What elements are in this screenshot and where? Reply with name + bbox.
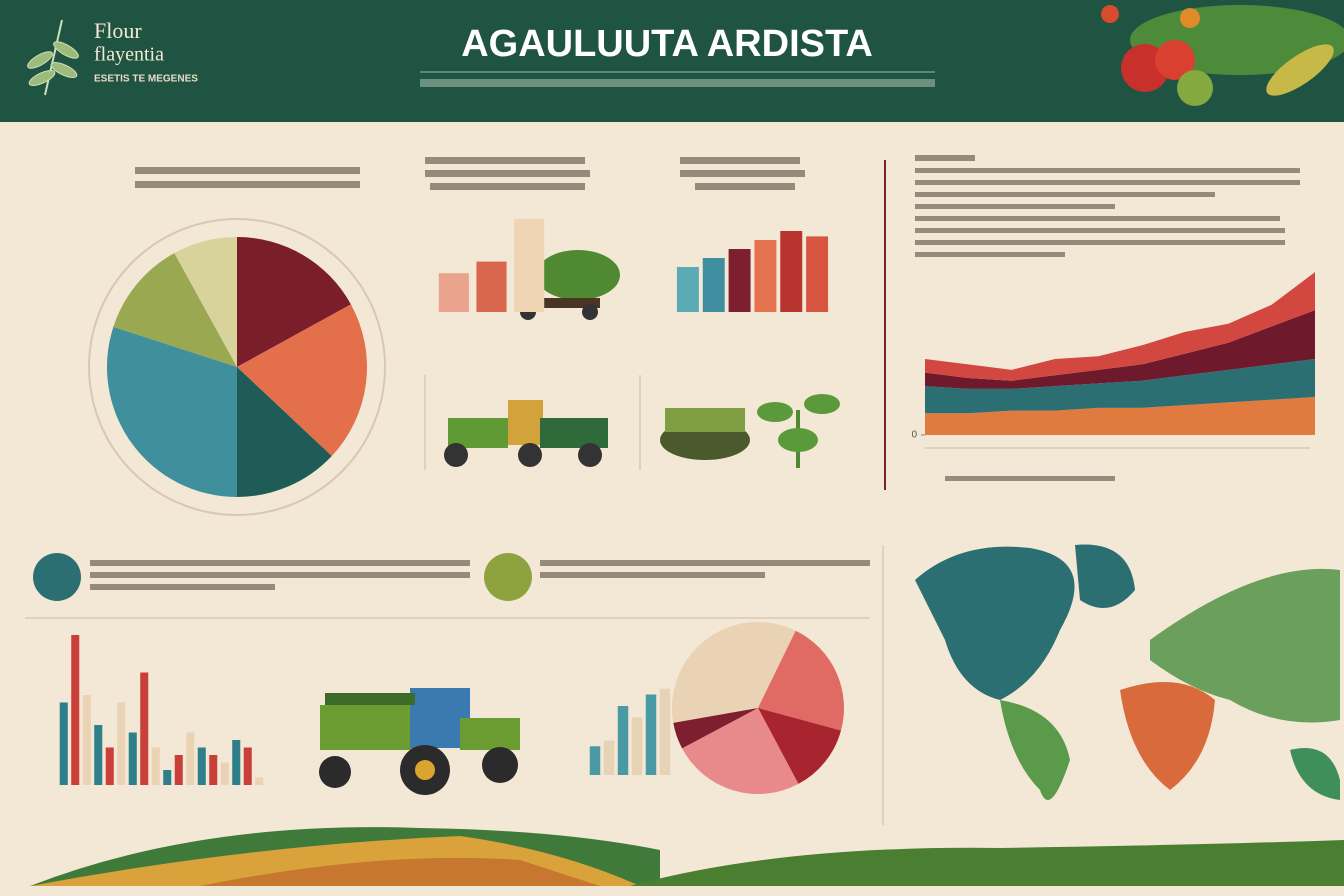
bar: [702, 258, 725, 312]
text-scribbles: [90, 155, 1300, 590]
bar: [659, 688, 671, 775]
area: [925, 397, 1315, 435]
bar: [232, 740, 241, 785]
bar: [806, 236, 829, 312]
header-band: [0, 0, 1344, 122]
bar: [197, 747, 206, 785]
bar: [220, 762, 229, 785]
tagline: ESETIS TE MEGENES: [94, 74, 198, 85]
badge: [33, 553, 81, 601]
big-tractor: [319, 688, 520, 795]
bar: [82, 695, 91, 785]
pie-slice: [174, 237, 237, 367]
charts: 0: [59, 218, 1315, 794]
pie-slice: [758, 630, 844, 731]
bar: [117, 702, 126, 785]
bar: [94, 725, 103, 785]
bar: [163, 770, 172, 785]
bar: [780, 231, 803, 312]
subtitle-scribble: [420, 79, 935, 87]
world-map: [915, 544, 1340, 800]
badge: [484, 553, 532, 601]
pie-slice: [682, 708, 799, 794]
pie-slice: [113, 253, 237, 367]
bar: [631, 717, 643, 775]
pie-slice: [237, 367, 332, 497]
pie-slice: [237, 304, 367, 456]
area: [925, 272, 1315, 381]
pie-slice: [672, 622, 796, 723]
bar: [243, 747, 252, 785]
title: AGAULUUTA ARDISTA: [461, 23, 873, 65]
tractor: [444, 400, 608, 467]
bar: [617, 706, 629, 775]
bar: [140, 672, 149, 785]
bar: [754, 240, 777, 312]
bar: [589, 746, 601, 775]
vegetables: [1101, 5, 1344, 106]
bar: [71, 635, 80, 785]
bar: [128, 732, 137, 785]
pie-slice: [106, 326, 238, 497]
bar: [151, 747, 160, 785]
logo-text: flayentia: [94, 44, 164, 66]
logo-text: Flour: [94, 18, 142, 43]
pie-slice: [237, 237, 351, 367]
pie-ring: [88, 218, 386, 516]
bar: [209, 755, 218, 785]
bar: [476, 261, 507, 312]
logo-leaf: [27, 19, 79, 96]
bar: [603, 740, 615, 775]
bar: [59, 702, 68, 785]
dividers: [25, 160, 1310, 825]
bar: [514, 218, 545, 312]
area: [925, 359, 1315, 414]
bar: [438, 273, 469, 312]
bar: [645, 694, 657, 775]
bar: [676, 267, 699, 312]
bar: [174, 755, 183, 785]
pie-slice: [758, 708, 841, 784]
bar: [186, 732, 195, 785]
area: [925, 310, 1315, 389]
bar: [105, 747, 114, 785]
y-tick-label: 0: [911, 430, 917, 441]
bar: [255, 777, 264, 785]
fields: [30, 827, 1344, 886]
pie-slice: [673, 708, 758, 749]
bar: [728, 249, 751, 312]
plants: [660, 394, 840, 468]
